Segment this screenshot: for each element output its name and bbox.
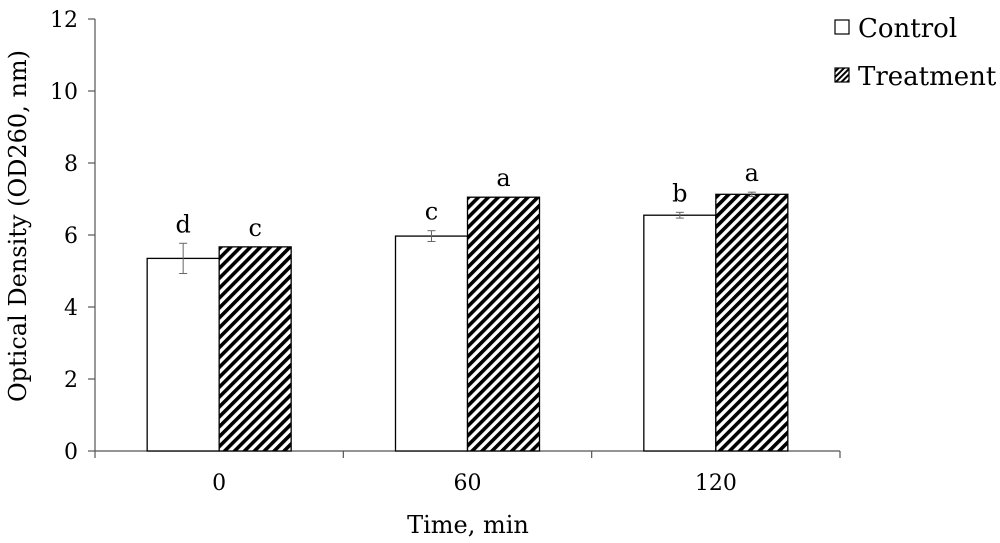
significance-letter: c [425,198,438,226]
legend-swatch-control [834,19,850,35]
y-tick-label: 0 [64,440,78,465]
legend: Control Treatment [834,14,997,92]
y-tick-label: 4 [64,296,78,321]
x-tick-label: 120 [695,471,737,496]
significance-letter: a [496,164,510,192]
y-tick-label: 2 [64,368,78,393]
significance-letter: a [745,159,759,187]
bar-control [146,257,220,452]
bar-treatment [715,193,789,452]
bar-treatment [218,246,292,452]
x-axis-title: Time, min [407,511,529,539]
bar-control [394,235,469,452]
significance-letter: c [248,214,261,242]
significance-letter: d [175,210,190,238]
bar-control [643,214,717,452]
legend-label-treatment: Treatment [858,62,997,92]
y-axis-title: Optical Density (OD260, nm) [4,50,32,402]
significance-letter: b [672,179,687,207]
legend-label-control: Control [858,14,957,44]
legend-swatch-treatment [834,67,850,83]
y-tick-label: 6 [64,224,78,249]
bar-treatment [466,196,541,452]
y-tick-label: 10 [50,80,78,105]
x-tick-label: 60 [454,471,482,496]
x-tick-label: 0 [212,471,226,496]
y-tick-label: 8 [64,152,78,177]
y-tick-label: 12 [50,8,78,33]
